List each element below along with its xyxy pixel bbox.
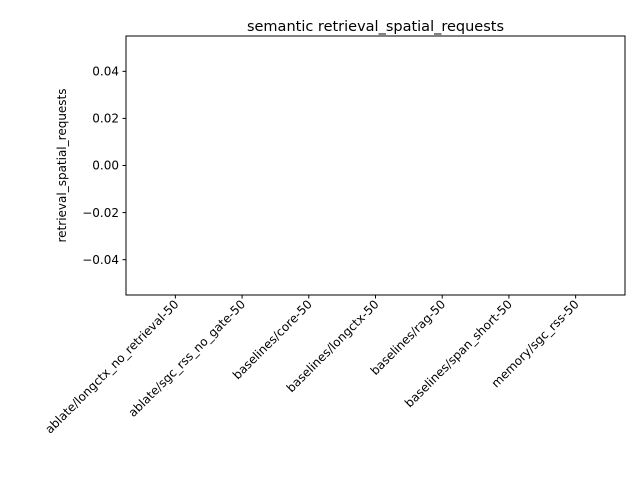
- y-tick-label: 0.00: [92, 159, 119, 173]
- y-axis-label: retrieval_spatial_requests: [55, 88, 69, 242]
- plot-frame: [125, 35, 626, 296]
- y-tick-label: 0.04: [92, 65, 119, 79]
- y-ticks: −0.04 −0.02 0.00 0.02 0.04: [82, 65, 126, 267]
- y-tick-label: −0.04: [82, 253, 119, 267]
- chart-title: semantic retrieval_spatial_requests: [247, 19, 504, 35]
- y-tick-label: −0.02: [82, 206, 119, 220]
- y-tick-label: 0.02: [92, 112, 119, 126]
